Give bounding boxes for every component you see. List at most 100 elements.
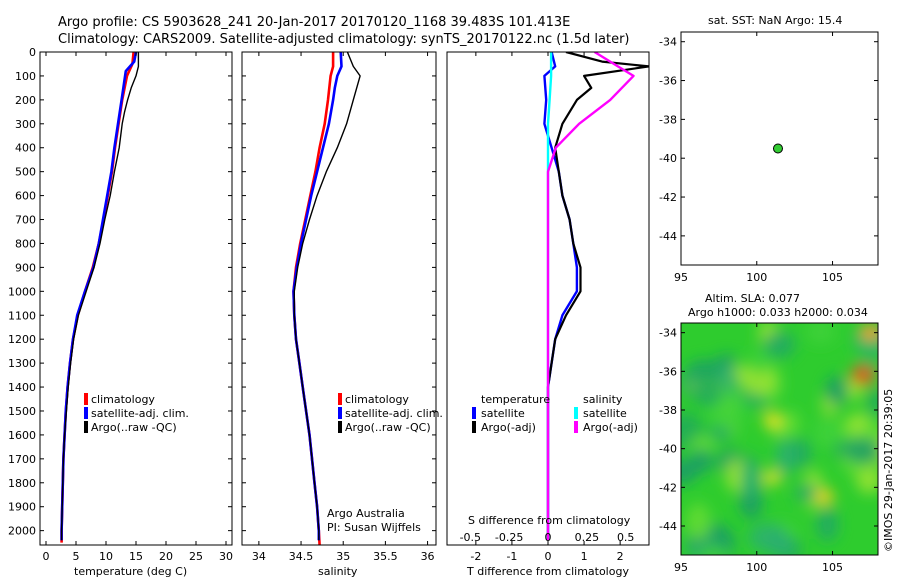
lat-tick-label: -44 (659, 230, 677, 243)
depth-tick-label: 300 (15, 118, 36, 131)
t-difference-tick-label: 0 (545, 550, 552, 563)
lat-tick-label: -36 (659, 75, 677, 88)
salinity-legend: climatology satellite-adj. clim. Argo(..… (338, 393, 443, 434)
sla-anomaly-blob (748, 350, 770, 375)
series-line-argorawqc (293, 52, 361, 541)
lat-tick-label: -42 (659, 481, 677, 494)
series-line-argoadj-temperature (546, 52, 649, 541)
legend-swatch-climatology (338, 393, 342, 405)
lat-tick-label: -36 (659, 365, 677, 378)
title-line-2: Climatology: CARS2009. Satellite-adjuste… (58, 32, 630, 47)
sla-anomaly-blob (805, 323, 836, 344)
t-difference-tick-label: 1 (581, 550, 588, 563)
sla-subtitle: Argo h1000: 0.033 h2000: 0.034 (688, 306, 868, 319)
legend-label-argo: Argo(..raw -QC) (345, 421, 431, 434)
depth-tick-label: 400 (15, 142, 36, 155)
legend-label-s-satellite: satellite (583, 407, 627, 420)
sla-anomaly-blob (692, 367, 723, 407)
sla-anomaly-blob (781, 410, 801, 437)
series-line-satelliteadjclim (292, 52, 343, 541)
temperature-panel: 0100200300400500600700800900100011001200… (8, 46, 233, 578)
depth-tick-label: 1400 (8, 381, 36, 394)
legend-swatch-satellite (84, 407, 88, 419)
legend-swatch-s-argo (574, 421, 578, 433)
temperature-axes-frame (39, 51, 233, 546)
legend-swatch-argo (84, 421, 88, 433)
legend-swatch-s-satellite (574, 407, 578, 419)
sla-anomaly-blob (775, 438, 795, 476)
t-difference-label: T difference from climatology (466, 565, 629, 578)
depth-tick-label: 1200 (8, 333, 36, 346)
sla-anomaly-blob (825, 375, 848, 406)
depth-tick-label: 200 (15, 94, 36, 107)
lat-tick-label: -44 (659, 520, 677, 533)
sla-anomaly-highlight (850, 365, 875, 386)
lat-tick-label: -38 (659, 113, 677, 126)
series-line-satelliteadjclim (60, 52, 138, 541)
lat-tick-label: -34 (659, 327, 677, 340)
location-map: sat. SST: NaN Argo: 15.4 -34 -36 -38 -40 -42… (659, 14, 879, 284)
sla-heatmap (681, 323, 878, 555)
argo-float-marker (772, 143, 783, 154)
legend-label-argo: Argo(..raw -QC) (91, 421, 177, 434)
sla-anomaly-blob (740, 366, 776, 395)
lon-tick-label: 95 (674, 271, 688, 284)
salinity-panel: 34 34.5 35 35.5 36 salinity climatology sate… (241, 51, 443, 578)
sla-anomaly-blob (685, 503, 711, 542)
salinity-tick-label: 34.5 (289, 550, 314, 563)
sla-map: Altim. SLA: 0.077 Argo h1000: 0.033 h200… (659, 292, 895, 574)
s-difference-label: S difference from climatology (468, 514, 631, 527)
sla-title: Altim. SLA: 0.077 (705, 292, 800, 305)
s-difference-tick-label: 0.5 (617, 531, 635, 544)
depth-tick-label: 0 (29, 46, 36, 59)
sla-anomaly-highlight (762, 469, 781, 486)
salinity-tick-label: 35.5 (373, 550, 398, 563)
depth-tick-label: 1500 (8, 405, 36, 418)
lat-tick-label: -34 (659, 36, 677, 49)
depth-tick-label: 1700 (8, 453, 36, 466)
series-line-satellite-temperature (543, 52, 579, 541)
t-difference-tick-label: -2 (470, 550, 481, 563)
depth-tick-label: 500 (15, 166, 36, 179)
s-difference-tick-label: 0.25 (575, 531, 600, 544)
sla-anomaly-blob (689, 435, 716, 453)
sla-anomaly-blob (794, 483, 820, 502)
t-difference-tick-label: 2 (617, 550, 624, 563)
sla-anomaly-blob (769, 536, 796, 555)
s-difference-tick-label: -0.5 (460, 531, 481, 544)
sla-anomaly-highlight (815, 489, 834, 505)
depth-tick-label: 700 (15, 214, 36, 227)
s-difference-tick-label: 0 (545, 531, 552, 544)
sla-anomaly-blob (844, 437, 878, 464)
salinity-xlabel: salinity (318, 565, 358, 578)
lon-tick-label: 100 (746, 561, 767, 574)
depth-tick-label: 800 (15, 237, 36, 250)
sla-anomaly-blob (763, 331, 796, 359)
title-line-1: Argo profile: CS 5903628_241 20-Jan-2017… (58, 15, 570, 30)
depth-tick-label: 1600 (8, 429, 36, 442)
series-line-argoadj-salinity (546, 52, 635, 541)
depth-tick-label: 1900 (8, 501, 36, 514)
legend-label-t-argo: Argo(-adj) (481, 421, 536, 434)
legend-label-satellite: satellite-adj. clim. (91, 407, 189, 420)
legend-label-climatology: climatology (345, 393, 409, 406)
depth-tick-label: 100 (15, 70, 36, 83)
lat-tick-label: -42 (659, 191, 677, 204)
temperature-tick-label: 0 (43, 550, 50, 563)
depth-tick-label: 1100 (8, 309, 36, 322)
temperature-tick-label: 15 (129, 550, 143, 563)
credit-line-2: PI: Susan Wijffels (327, 521, 421, 534)
legend-title-salinity: salinity (583, 393, 623, 406)
depth-tick-label: 2000 (8, 525, 36, 538)
lon-tick-label: 105 (822, 271, 843, 284)
salinity-tick-label: 36 (421, 550, 435, 563)
sla-anomaly-blob (813, 417, 842, 448)
temperature-tick-label: 25 (189, 550, 203, 563)
series-line-argorawqc (60, 52, 140, 541)
sla-anomaly-blob (848, 413, 867, 434)
depth-tick-label: 1300 (8, 357, 36, 370)
sla-anomaly-blob (740, 461, 761, 500)
legend-swatch-t-satellite (472, 407, 476, 419)
lon-tick-label: 105 (822, 561, 843, 574)
legend-swatch-satellite (338, 407, 342, 419)
